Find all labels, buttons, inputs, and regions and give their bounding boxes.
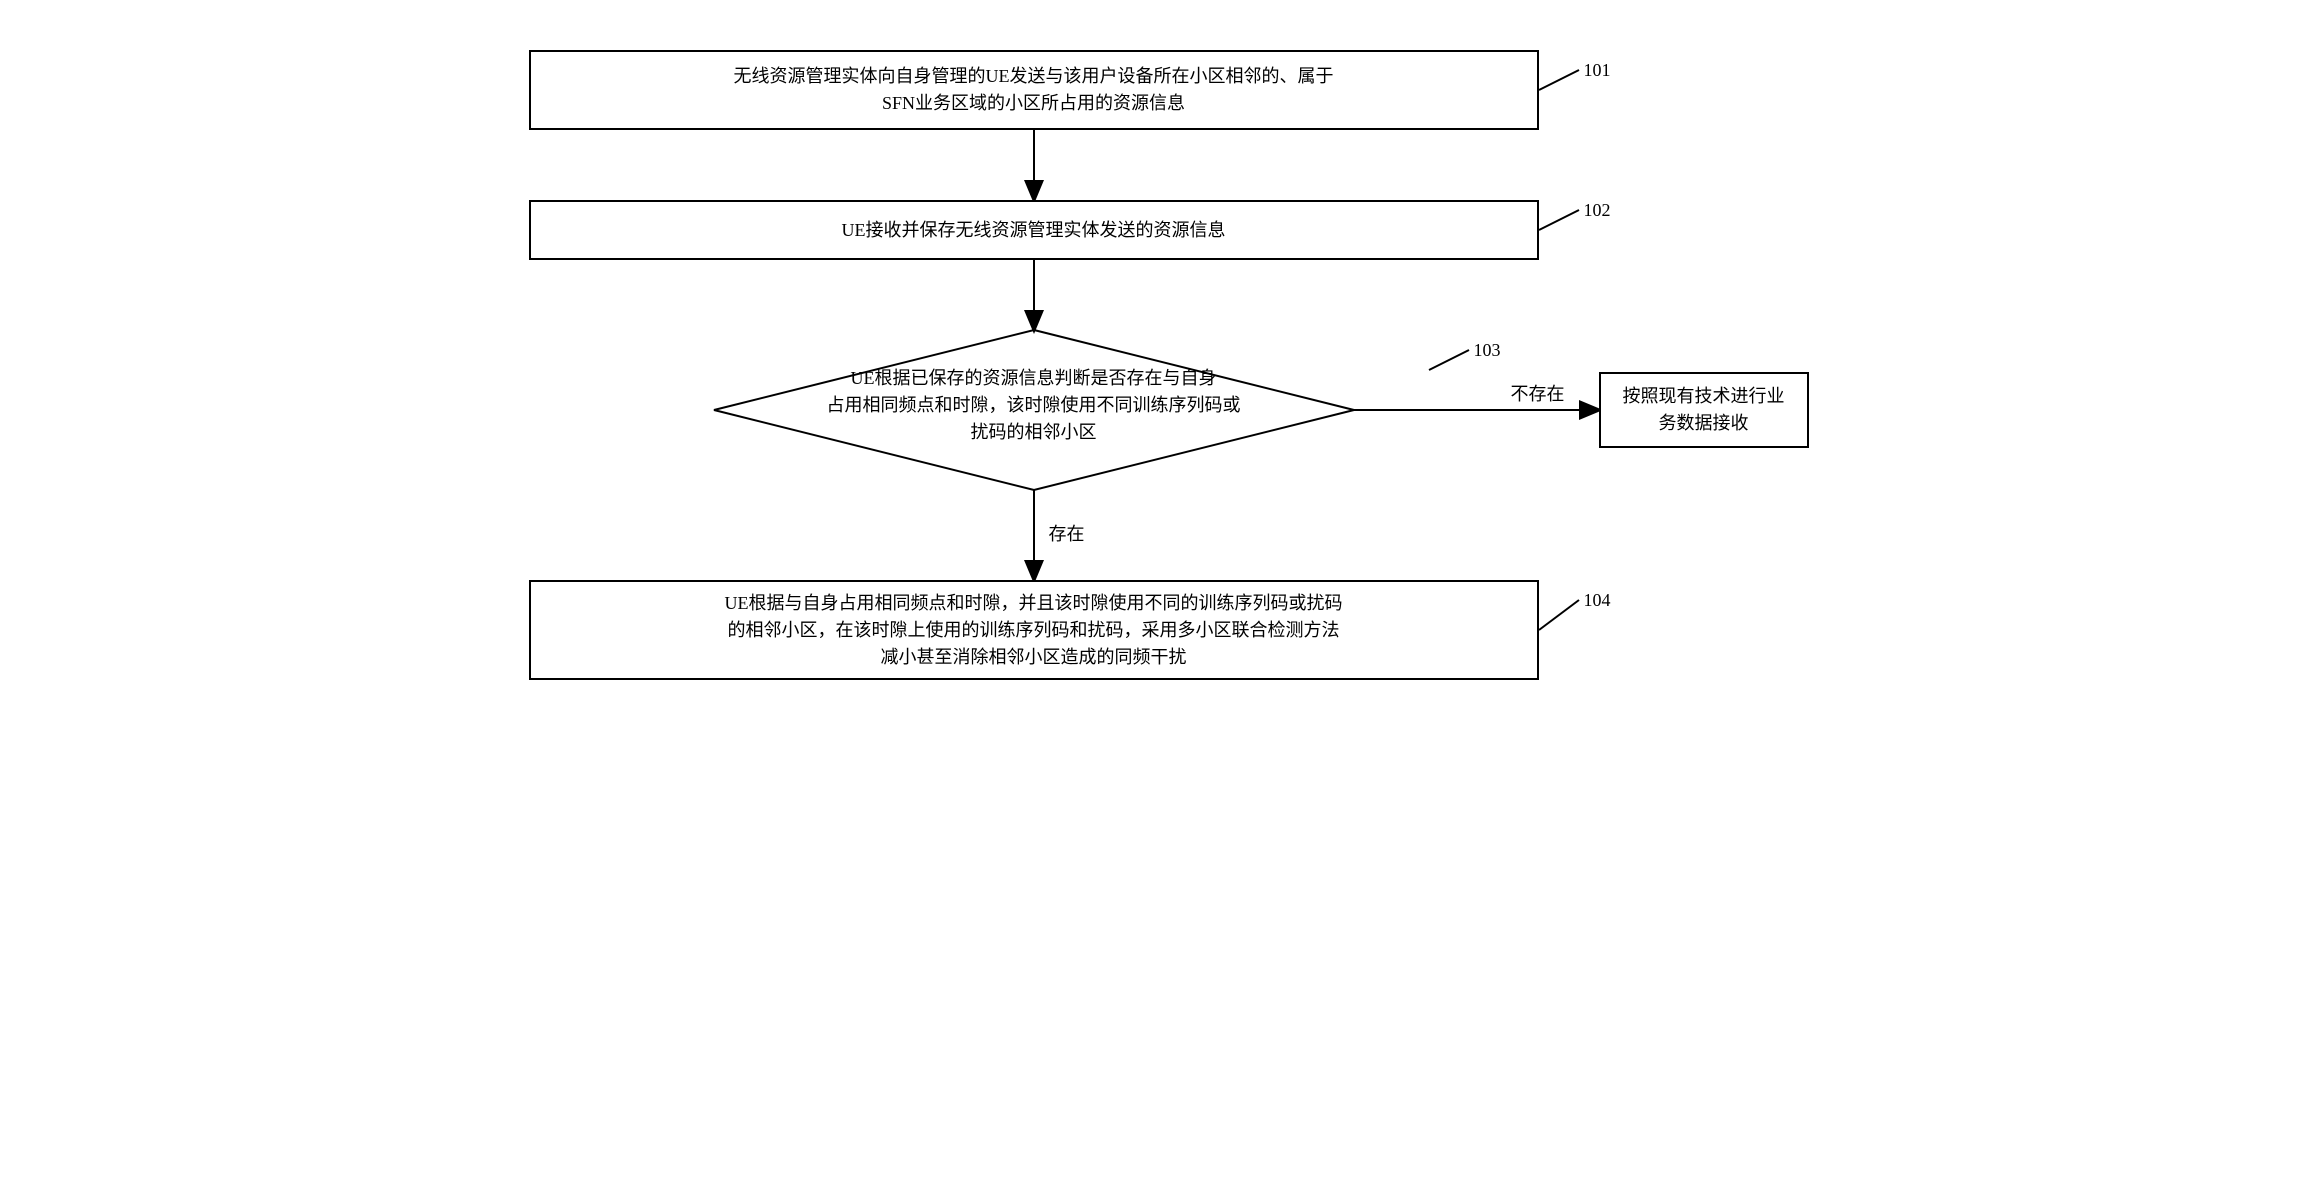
step-102-text: UE接收并保存无线资源管理实体发送的资源信息 xyxy=(842,217,1226,244)
decision-103-text-wrap: UE根据已保存的资源信息判断是否存在与自身占用相同频点和时隙，该时隙使用不同训练… xyxy=(774,365,1294,446)
edge-label-not-exists: 不存在 xyxy=(1511,380,1565,406)
step-104: UE根据与自身占用相同频点和时隙，并且该时隙使用不同的训练序列码或扰码的相邻小区… xyxy=(529,580,1539,680)
step-101-text: 无线资源管理实体向自身管理的UE发送与该用户设备所在小区相邻的、属于SFN业务区… xyxy=(734,63,1334,117)
label-104: 104 xyxy=(1584,590,1611,611)
label-102: 102 xyxy=(1584,200,1611,221)
step-existing-tech-text: 按照现有技术进行业务数据接收 xyxy=(1623,383,1785,437)
decision-103-text: UE根据已保存的资源信息判断是否存在与自身占用相同频点和时隙，该时隙使用不同训练… xyxy=(827,368,1241,442)
flowchart-container: 无线资源管理实体向自身管理的UE发送与该用户设备所在小区相邻的、属于SFN业务区… xyxy=(449,40,1849,740)
step-existing-tech: 按照现有技术进行业务数据接收 xyxy=(1599,372,1809,448)
label-103: 103 xyxy=(1474,340,1501,361)
step-101: 无线资源管理实体向自身管理的UE发送与该用户设备所在小区相邻的、属于SFN业务区… xyxy=(529,50,1539,130)
edge-label-exists: 存在 xyxy=(1049,520,1085,546)
step-102: UE接收并保存无线资源管理实体发送的资源信息 xyxy=(529,200,1539,260)
step-104-text: UE根据与自身占用相同频点和时隙，并且该时隙使用不同的训练序列码或扰码的相邻小区… xyxy=(725,590,1343,671)
label-101: 101 xyxy=(1584,60,1611,81)
